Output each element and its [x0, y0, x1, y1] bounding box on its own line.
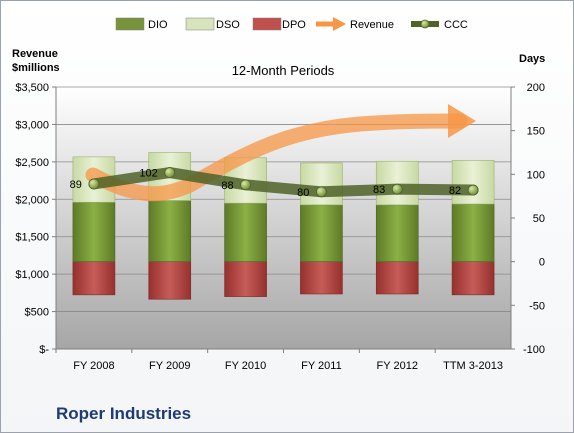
- right-tick-label: 200: [527, 82, 545, 94]
- ccc-point: [164, 167, 176, 178]
- legend-item-dso: DSO: [185, 17, 240, 31]
- x-tick-label: FY 2011: [301, 360, 342, 372]
- left-tick-label: $-: [39, 344, 49, 356]
- ccc-data-label: 89: [70, 179, 82, 191]
- x-tick-label: FY 2008: [73, 360, 114, 372]
- legend-label: CCC: [444, 19, 468, 31]
- ccc-data-label: 88: [221, 180, 233, 192]
- right-tick-label: -50: [529, 300, 545, 312]
- legend: DIO DSO DPO Revenue CCC: [115, 17, 468, 31]
- right-tick-label: -100: [523, 344, 545, 356]
- dpo-bar: [375, 261, 419, 295]
- ccc-data-label: 83: [373, 184, 385, 196]
- dso-bar: [451, 160, 495, 205]
- ccc-point: [316, 186, 327, 198]
- left-tick-label: $500: [25, 307, 49, 319]
- legend-item-ccc: CCC: [411, 19, 468, 31]
- dio-bar: [148, 200, 192, 262]
- legend-swatch: [185, 17, 215, 31]
- ccc-point: [88, 178, 100, 190]
- left-axis-label-line2: $millions: [12, 62, 60, 74]
- dpo-bar: [224, 261, 267, 297]
- dpo-bar: [451, 261, 495, 296]
- ccc-point: [467, 184, 479, 196]
- dio-bar: [300, 204, 343, 262]
- plot-area: [56, 87, 511, 349]
- ccc-data-label: 102: [139, 168, 157, 180]
- left-tick-label: $2,000: [15, 194, 49, 206]
- dio-bar: [451, 203, 495, 262]
- right-axis-label: Days: [519, 53, 545, 65]
- right-tick-label: 50: [533, 213, 545, 225]
- right-tick-label: 0: [539, 257, 545, 269]
- ccc-point: [240, 179, 251, 191]
- x-tick-label: TTM 3-2013: [443, 360, 503, 372]
- dso-bar: [375, 160, 419, 206]
- legend-label: DIO: [148, 19, 168, 31]
- left-axis-label-line1: Revenue: [12, 48, 58, 60]
- legend-swatch: [115, 17, 145, 31]
- dpo-bar: [72, 261, 116, 296]
- x-tick-label: FY 2010: [225, 360, 266, 372]
- ccc-line: [88, 167, 479, 198]
- legend-revenue-arrowhead: [333, 17, 346, 31]
- dio-bar: [375, 204, 419, 262]
- dio-bar: [224, 202, 267, 262]
- left-tick-label: $3,000: [15, 119, 49, 131]
- right-tick-label: 150: [527, 126, 545, 138]
- ccc-data-label: 80: [297, 187, 309, 199]
- legend-ccc-marker: [420, 19, 430, 29]
- legend-label: DSO: [216, 19, 240, 31]
- legend-item-dpo: DPO: [252, 17, 306, 31]
- left-tick-label: $1,000: [15, 269, 49, 281]
- left-tick-label: $3,500: [15, 82, 49, 94]
- company-name: Roper Industries: [56, 404, 192, 423]
- right-tick-label: 100: [527, 169, 545, 181]
- left-tick-label: $2,500: [15, 157, 49, 169]
- ccc-series: 89 102 88 80 83 82: [70, 167, 479, 199]
- legend-swatch: [252, 17, 282, 31]
- ccc-point: [391, 183, 403, 195]
- legend-item-revenue: Revenue: [316, 17, 394, 31]
- dpo-bar: [148, 261, 192, 300]
- revenue-arrowhead: [448, 104, 476, 138]
- x-tick-label: FY 2009: [149, 360, 190, 372]
- dio-bar: [72, 201, 116, 262]
- legend-label: Revenue: [350, 19, 394, 31]
- dpo-bar: [300, 261, 343, 295]
- gridlines: [56, 86, 511, 350]
- ccc-data-label: 82: [449, 185, 461, 197]
- legend-item-dio: DIO: [115, 17, 168, 31]
- axes: $- $500 $1,000 $1,500 $2,000 $2,500 $3,000 $3,5…: [15, 82, 545, 372]
- chart-title: 12-Month Periods: [232, 63, 335, 78]
- revenue-trend-arrow: [85, 113, 468, 202]
- dso-bar: [300, 162, 343, 206]
- legend-label: DPO: [282, 19, 306, 31]
- left-tick-label: $1,500: [15, 232, 49, 244]
- x-tick-label: FY 2012: [377, 360, 418, 372]
